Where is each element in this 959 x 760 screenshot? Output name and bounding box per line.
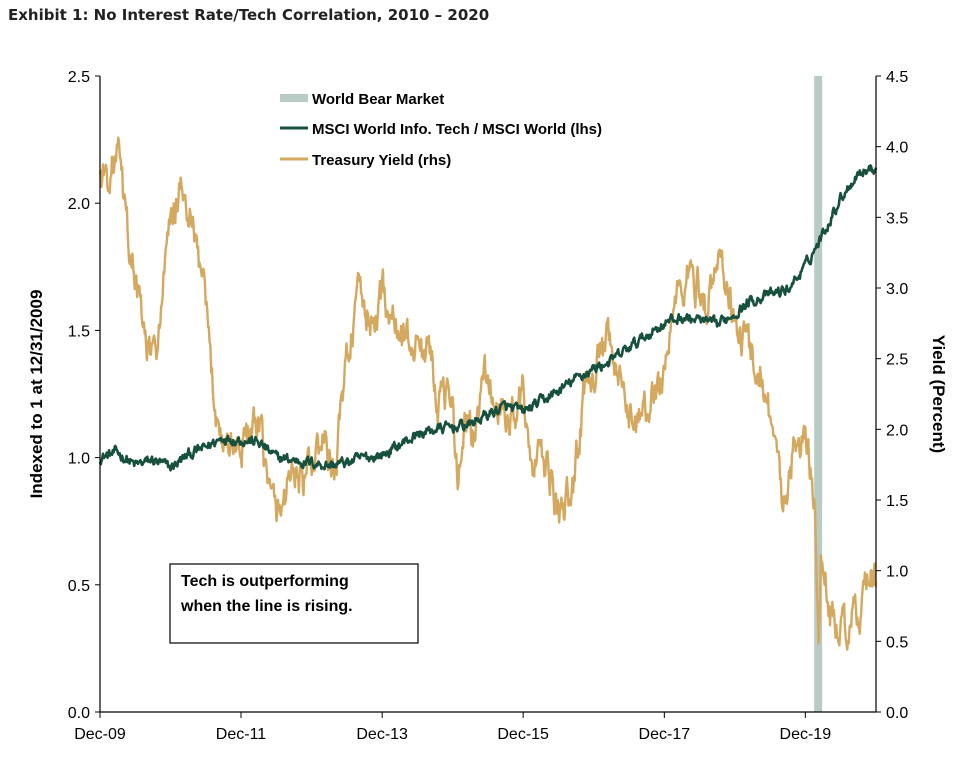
page-title: Exhibit 1: No Interest Rate/Tech Correla… <box>8 6 490 24</box>
x-tick-label: Dec-19 <box>780 726 832 743</box>
legend-label-treasury: Treasury Yield (rhs) <box>312 152 451 169</box>
x-tick-label: Dec-15 <box>497 726 549 743</box>
legend-label-tech: MSCI World Info. Tech / MSCI World (lhs) <box>312 121 602 138</box>
y-right-tick-label: 4.5 <box>886 69 908 86</box>
tick-layer: 0.0 0.5 1.0 1.5 2.0 2.5 0.0 0.5 1.0 1.5 2.0 2.5 3.0 3… <box>68 69 909 743</box>
annotation-line-1: Tech is outperforming <box>181 573 349 590</box>
y-left-tick-label: 0.0 <box>68 705 90 722</box>
x-tick-label: Dec-09 <box>74 726 126 743</box>
annotation-line-2: when the line is rising. <box>180 598 353 615</box>
y-right-tick-label: 0.5 <box>886 634 908 651</box>
annotation-box: Tech is outperforming when the line is r… <box>169 563 419 644</box>
x-tick-label: Dec-11 <box>216 726 266 743</box>
y-left-title: Indexed to 1 at 12/31/2009 <box>27 290 46 499</box>
y-right-tick-label: 2.0 <box>886 422 908 439</box>
y-right-tick-label: 4.0 <box>886 140 908 157</box>
y-left-tick-label: 0.5 <box>68 578 90 595</box>
x-tick-label: Dec-13 <box>356 726 408 743</box>
series-layer <box>98 136 878 651</box>
y-right-title: Yield (Percent) <box>929 335 948 453</box>
y-right-tick-label: 1.0 <box>886 564 908 581</box>
y-left-tick-label: 2.5 <box>68 69 90 86</box>
y-right-tick-label: 2.5 <box>886 352 908 369</box>
y-left-tick-label: 2.0 <box>68 196 90 213</box>
series-line-treasury-yield <box>98 136 878 651</box>
y-right-tick-label: 3.0 <box>886 281 908 298</box>
bear-market-layer <box>814 76 823 712</box>
series-line-tech-ratio <box>98 164 878 472</box>
y-right-tick-label: 3.5 <box>886 210 908 227</box>
legend-label-bear-market: World Bear Market <box>312 91 444 108</box>
bear-market-band <box>814 76 823 712</box>
x-tick-label: Dec-17 <box>639 726 691 743</box>
annotation-frame <box>169 563 419 644</box>
y-left-tick-label: 1.0 <box>68 451 90 468</box>
y-right-tick-label: 1.5 <box>886 493 908 510</box>
y-left-tick-label: 1.5 <box>68 323 90 340</box>
axis-layer <box>99 76 877 713</box>
y-right-tick-label: 0.0 <box>886 705 908 722</box>
legend: World Bear Market MSCI World Info. Tech … <box>280 91 602 169</box>
